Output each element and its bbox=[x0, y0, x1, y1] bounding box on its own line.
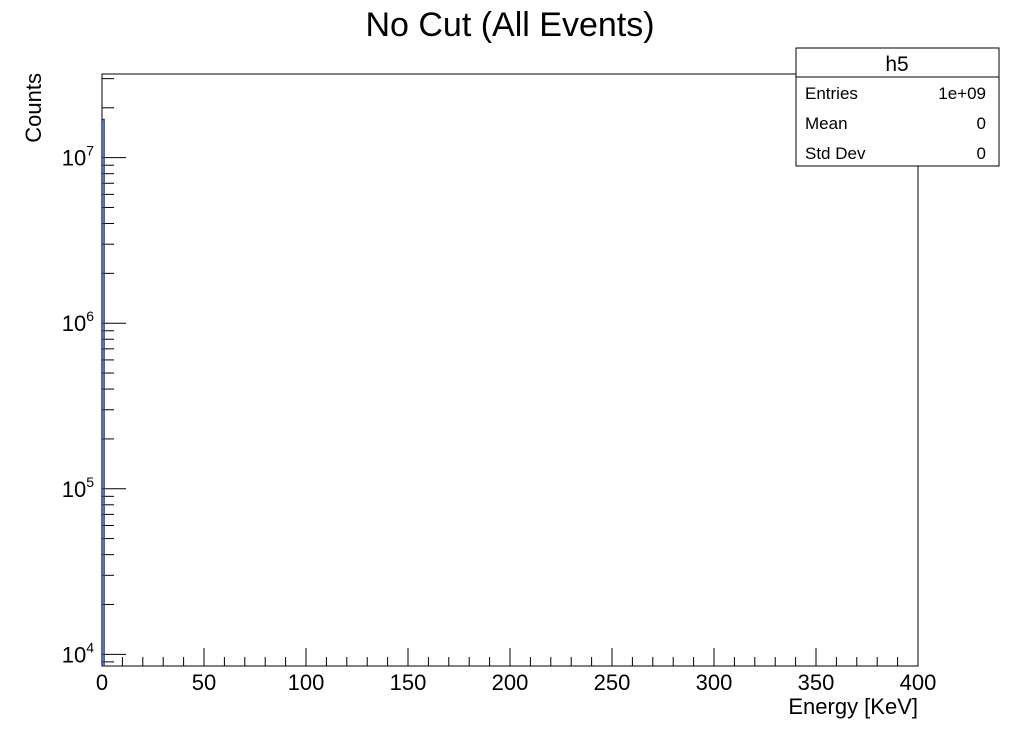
x-tick-label: 400 bbox=[900, 670, 937, 695]
x-tick-label: 150 bbox=[390, 670, 427, 695]
x-axis-label: Energy [KeV] bbox=[788, 694, 918, 719]
stats-stddev-label: Std Dev bbox=[805, 144, 866, 163]
stats-box-frame bbox=[795, 47, 1000, 167]
x-tick-label: 50 bbox=[192, 670, 216, 695]
y-tick-label: 106 bbox=[62, 308, 94, 336]
x-tick-label: 350 bbox=[798, 670, 835, 695]
x-tick-label: 200 bbox=[492, 670, 529, 695]
x-tick-label: 250 bbox=[594, 670, 631, 695]
histogram-bins bbox=[101, 118, 105, 666]
x-tick-label: 100 bbox=[288, 670, 325, 695]
stats-stddev-value: 0 bbox=[977, 144, 986, 163]
y-tick-label: 107 bbox=[62, 143, 94, 171]
stats-entries-value: 1e+09 bbox=[938, 84, 986, 103]
stats-entries-label: Entries bbox=[805, 84, 858, 103]
x-axis-ticks: 0 50 100 150 200 250 300 350 400 bbox=[96, 648, 936, 695]
stats-histogram-name: h5 bbox=[885, 53, 908, 76]
stats-mean-label: Mean bbox=[805, 114, 848, 133]
y-axis-ticks: 104 105 106 107 bbox=[62, 78, 126, 667]
x-tick-label: 0 bbox=[96, 670, 108, 695]
y-axis-label: Counts bbox=[21, 73, 46, 143]
y-tick-label: 105 bbox=[62, 474, 94, 502]
x-tick-label: 300 bbox=[696, 670, 733, 695]
histogram-bin bbox=[101, 118, 105, 666]
stats-box: h5 Entries 1e+09 Mean 0 Std Dev 0 bbox=[795, 47, 1000, 167]
stats-mean-value: 0 bbox=[977, 114, 986, 133]
y-tick-label: 104 bbox=[62, 639, 94, 667]
chart-title: No Cut (All Events) bbox=[365, 6, 654, 44]
